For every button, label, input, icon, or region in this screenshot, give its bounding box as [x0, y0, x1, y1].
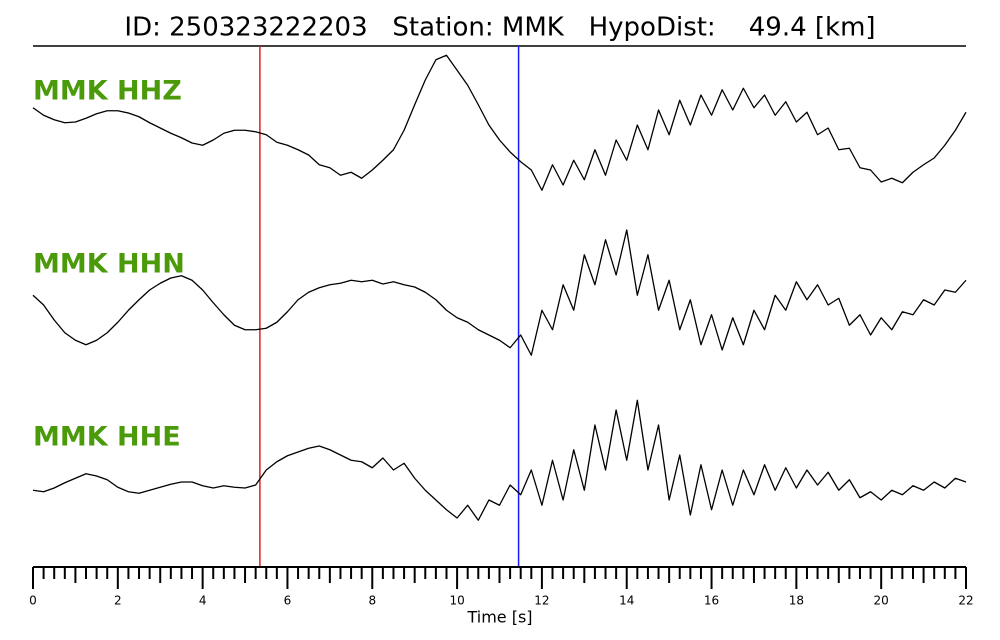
x-tick-label: 20 [874, 594, 889, 608]
x-tick-label: 16 [704, 594, 719, 608]
x-tick-label: 12 [534, 594, 549, 608]
trace-label: MMK HHN [33, 249, 185, 280]
x-tick-label: 8 [368, 594, 376, 608]
trace [32, 229, 967, 356]
trace-label: MMK HHZ [33, 76, 182, 107]
trace [32, 399, 967, 521]
x-axis-label: Time [s] [466, 608, 532, 627]
x-tick-label: 14 [619, 594, 634, 608]
x-tick-label: 6 [284, 594, 292, 608]
x-tick-label: 18 [789, 594, 804, 608]
x-tick-label: 0 [29, 594, 37, 608]
x-tick-label: 2 [114, 594, 122, 608]
chart-title: ID: 250323222203 Station: MMK HypoDist: … [124, 13, 875, 43]
x-tick-label: 4 [199, 594, 207, 608]
trace-label: MMK HHE [33, 422, 181, 453]
x-tick-label: 10 [449, 594, 464, 608]
trace [32, 54, 967, 191]
x-tick-label: 22 [958, 594, 973, 608]
